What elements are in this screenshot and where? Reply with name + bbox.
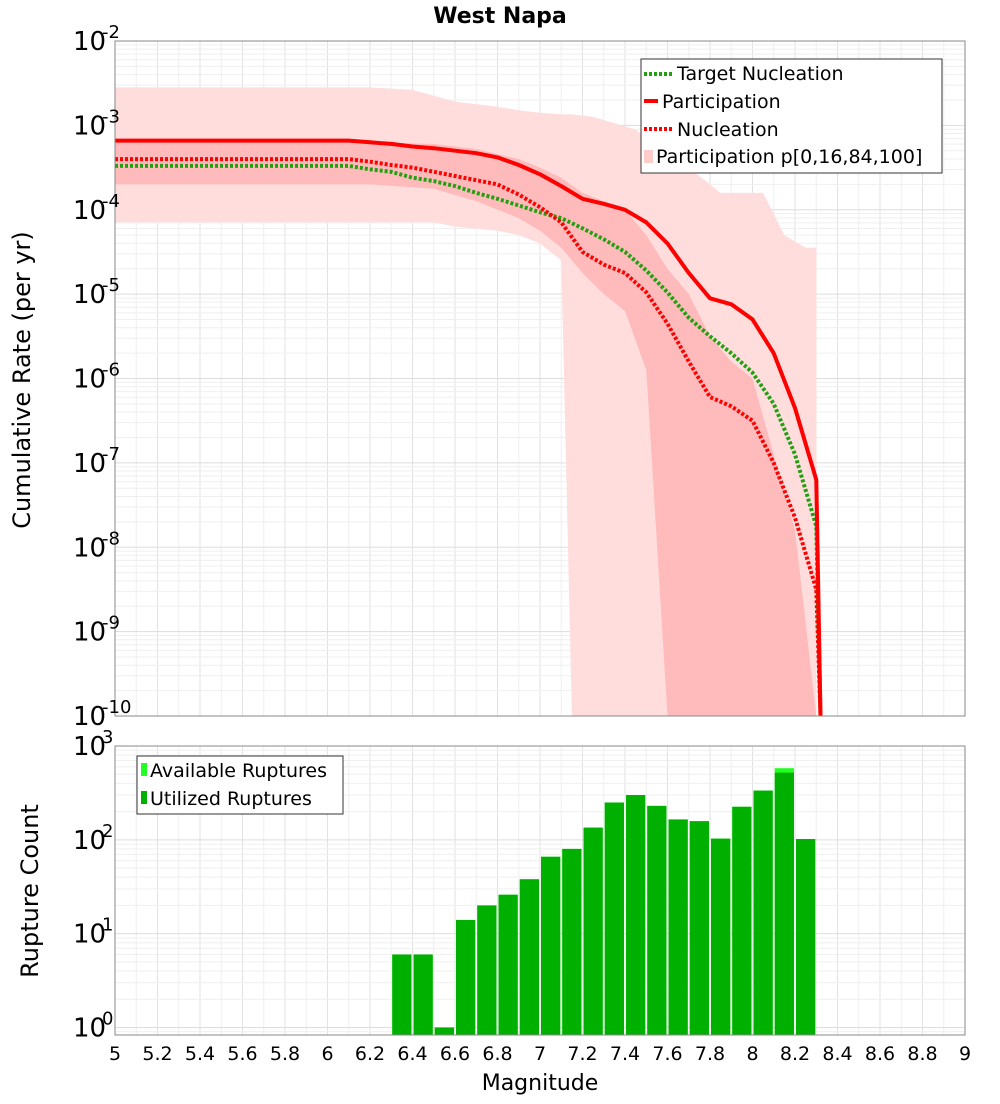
bottom-y-tick-label: 10 — [73, 732, 106, 762]
bottom-y-tick-label: 10 — [73, 826, 106, 856]
bar-utilized — [413, 954, 433, 1035]
bar-utilized — [498, 894, 518, 1035]
top-y-tick-exponent: -4 — [102, 191, 120, 212]
top-y-tick-exponent: -8 — [102, 528, 120, 549]
legend-swatch-participation-band — [644, 150, 653, 163]
top-bands — [115, 87, 817, 717]
bottom-y-axis-label: Rupture Count — [16, 804, 44, 978]
top-y-axis-label: Cumulative Rate (per yr) — [8, 231, 36, 529]
x-tick-label: 6.8 — [482, 1043, 512, 1065]
legend-swatch-available-ruptures — [141, 763, 147, 776]
top-y-tick-label: 10 — [73, 27, 106, 57]
series-line-target-nucleation — [115, 163, 823, 717]
top-y-tick-label: 10 — [73, 111, 106, 141]
bar-utilized — [604, 802, 624, 1035]
legend-label-nucleation: Nucleation — [677, 119, 779, 141]
bottom-y-tick-exponent: 2 — [102, 821, 113, 842]
bottom-y-tick-exponent: 3 — [102, 727, 113, 748]
bar-utilized — [668, 819, 688, 1035]
top-plot-frame — [114, 40, 966, 717]
bar-utilized — [753, 790, 773, 1035]
bar-utilized — [392, 954, 412, 1035]
top-y-tick-label: 10 — [73, 618, 106, 648]
top-y-tick-labels: 10-210-310-410-510-610-710-810-910-10 — [73, 22, 131, 732]
legend-label-utilized-ruptures: Utilized Ruptures — [150, 788, 312, 810]
bar-utilized — [477, 905, 497, 1035]
x-tick-label: 6.2 — [355, 1043, 385, 1065]
bottom-y-tick-label: 10 — [73, 1013, 106, 1043]
x-tick-label: 7 — [534, 1043, 546, 1065]
x-tick-label: 7.6 — [652, 1043, 682, 1065]
top-y-tick-exponent: -9 — [102, 613, 120, 634]
bottom-bars — [392, 768, 816, 1035]
top-y-tick-exponent: -3 — [102, 106, 120, 127]
bar-utilized — [456, 919, 476, 1035]
x-tick-label: 6.4 — [397, 1043, 427, 1065]
bottom-x-tick-labels: 5 5.2 5.4 5.6 5.8 6 6.2 6.4 6.6 6.8 7 7.2 7.4 7.6 7.8 8… — [109, 1043, 971, 1065]
top-y-tick-exponent: -6 — [102, 360, 120, 381]
top-y-tick-exponent: -10 — [102, 697, 131, 718]
legend-label-available-ruptures: Available Ruptures — [150, 760, 327, 782]
top-y-tick-label: 10 — [73, 196, 106, 226]
bottom-legend: Available Ruptures Utilized Ruptures — [136, 755, 344, 815]
x-tick-label: 8.4 — [822, 1043, 852, 1065]
bar-utilized — [434, 1027, 454, 1035]
x-tick-label: 7.8 — [695, 1043, 725, 1065]
x-tick-label: 8.6 — [865, 1043, 895, 1065]
x-tick-label: 7.4 — [610, 1043, 640, 1065]
x-tick-label: 8 — [746, 1043, 758, 1065]
bar-utilized — [774, 772, 794, 1035]
top-legend-box — [640, 58, 943, 174]
x-tick-label: 5.2 — [142, 1043, 172, 1065]
bar-utilized — [541, 856, 561, 1035]
legend-label-participation-band: Participation p[0,16,84,100] — [656, 146, 922, 168]
top-y-tick-label: 10 — [73, 702, 106, 732]
bar-utilized — [689, 821, 709, 1035]
top-y-tick-label: 10 — [73, 280, 106, 310]
bottom-plot-frame — [114, 745, 966, 1036]
x-tick-label: 9 — [959, 1043, 971, 1065]
bar-utilized — [583, 827, 603, 1035]
top-y-tick-exponent: -7 — [102, 444, 120, 465]
band-p16-p84 — [115, 142, 817, 717]
top-lines — [115, 138, 823, 717]
bottom-y-tick-exponent: 1 — [102, 915, 113, 936]
chart-title: West Napa — [433, 4, 567, 29]
bar-utilized — [519, 879, 539, 1035]
x-tick-label: 5.6 — [227, 1043, 257, 1065]
x-tick-label: 7.2 — [567, 1043, 597, 1065]
series-line-participation — [115, 138, 823, 717]
bar-utilized — [626, 795, 646, 1035]
x-tick-label: 8.2 — [780, 1043, 810, 1065]
x-tick-label: 6 — [321, 1043, 333, 1065]
bottom-y-tick-exponent: 0 — [102, 1008, 113, 1029]
x-tick-label: 8.8 — [907, 1043, 937, 1065]
bar-utilized — [796, 839, 816, 1035]
top-y-tick-label: 10 — [73, 365, 106, 395]
x-tick-label: 5.8 — [270, 1043, 300, 1065]
top-y-tick-label: 10 — [73, 533, 106, 563]
series-line-nucleation — [115, 157, 823, 717]
bar-utilized — [711, 838, 731, 1035]
bottom-grid — [114, 746, 966, 1035]
top-y-tick-label: 10 — [73, 449, 106, 479]
top-y-tick-exponent: -2 — [102, 22, 120, 43]
bottom-legend-box — [136, 755, 344, 815]
legend-label-target-nucleation: Target Nucleation — [676, 63, 844, 85]
legend-swatch-utilized-ruptures — [141, 791, 147, 804]
top-y-tick-exponent: -5 — [102, 275, 120, 296]
x-tick-label: 6.6 — [440, 1043, 470, 1065]
x-tick-label: 5 — [109, 1043, 121, 1065]
x-tick-label: 5.4 — [185, 1043, 215, 1065]
x-axis-label: Magnitude — [482, 1071, 599, 1096]
bar-utilized — [562, 848, 582, 1035]
bar-utilized — [732, 806, 752, 1035]
legend-label-participation: Participation — [662, 91, 781, 113]
top-legend: Target Nucleation Participation Nucleati… — [640, 58, 943, 174]
bottom-y-tick-label: 10 — [73, 920, 106, 950]
bar-utilized — [647, 805, 667, 1035]
